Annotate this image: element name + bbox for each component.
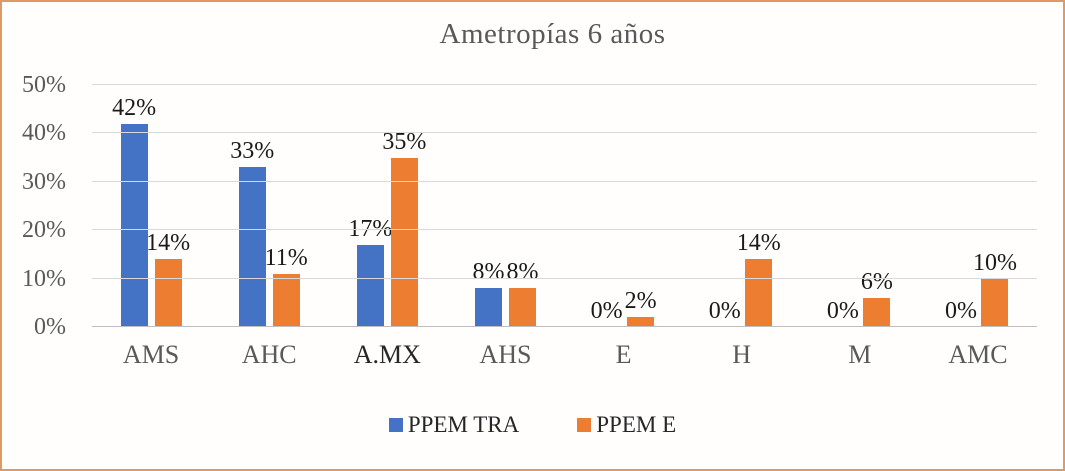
- x-axis: AMS AHC A.MX AHS E H M AMC: [92, 340, 1037, 370]
- x-tick-label-ahc: AHC: [241, 340, 297, 369]
- bar-groups-row: 42% 14% 33% 11% 17% 35% 8% 8% 0% 2% 0% 14% 0% 6% 0% 10%: [92, 85, 1037, 327]
- y-tick-label-40%: 40%: [22, 120, 66, 147]
- x-tick-label-h: H: [732, 340, 752, 369]
- data-label: 8%: [472, 259, 505, 286]
- bar-col-ppem-tra-ahc: 33%: [230, 138, 274, 327]
- gridline-50%: [92, 84, 1037, 85]
- gridline-40%: [92, 132, 1037, 134]
- y-tick-label-30%: 30%: [22, 168, 66, 195]
- data-label: 33%: [230, 138, 275, 165]
- legend: PPEM TRA PPEM E: [2, 412, 1063, 438]
- bar-group-e: 0% 2%: [565, 85, 683, 327]
- x-tick-label-ams: AMS: [122, 340, 180, 369]
- bar-group-amc: 0% 10%: [919, 85, 1037, 327]
- data-label: 11%: [264, 244, 308, 271]
- bar-group-a.mx: 17% 35%: [328, 85, 446, 327]
- bar-group-ahc: 33% 11%: [210, 85, 328, 327]
- bar-col-ppem-e-ahc: 11%: [265, 245, 308, 327]
- bar-ppem-e-ams: [154, 259, 182, 327]
- bar-col-ppem-e-ahs: 8%: [506, 259, 539, 327]
- bar-group-ams: 42% 14%: [92, 85, 210, 327]
- data-label: 6%: [860, 268, 893, 295]
- bar-col-ppem-e-amc: 10%: [973, 250, 1017, 327]
- bar-ppem-tra-ahc: [238, 167, 266, 327]
- bar-group-h: 0% 14%: [683, 85, 801, 327]
- legend-swatch-icon: [388, 418, 403, 432]
- bar-ppem-e-ahc: [272, 273, 300, 327]
- bar-col-ppem-tra-m: 0%: [826, 298, 859, 327]
- data-label: 0%: [944, 298, 977, 324]
- bar-ppem-tra-a.mx: [356, 244, 384, 327]
- y-tick-label-0%: 0%: [34, 314, 66, 340]
- legend-swatch-icon: [577, 418, 592, 432]
- bar-col-ppem-tra-amc: 0%: [944, 298, 977, 327]
- bar-ppem-e-m: [863, 297, 891, 327]
- bar-ppem-e-amc: [981, 278, 1009, 327]
- bar-col-ppem-tra-h: 0%: [708, 298, 741, 327]
- bar-col-ppem-tra-e: 0%: [590, 298, 623, 327]
- bar-col-ppem-tra-a.mx: 17%: [348, 216, 392, 327]
- data-label: 14%: [736, 230, 781, 257]
- bar-group-ahs: 8% 8%: [446, 85, 564, 327]
- legend-item-ppem-e: PPEM E: [577, 412, 676, 438]
- gridline-20%: [92, 229, 1037, 231]
- data-label: 2%: [624, 288, 657, 315]
- legend-label: PPEM E: [596, 412, 677, 437]
- data-label: 17%: [348, 215, 393, 242]
- x-tick-label-ahs: AHS: [479, 340, 532, 369]
- data-label: 42%: [112, 94, 157, 121]
- y-tick-label-20%: 20%: [22, 217, 66, 244]
- data-label: 0%: [826, 298, 859, 324]
- bar-col-ppem-tra-ahs: 8%: [472, 259, 505, 327]
- data-label: 8%: [506, 259, 539, 286]
- gridline-30%: [92, 180, 1037, 182]
- data-label: 0%: [708, 298, 741, 324]
- x-tick-label-m: M: [848, 340, 872, 369]
- bar-col-ppem-e-ams: 14%: [146, 230, 190, 327]
- y-axis: 0% 10% 20% 30% 40% 50%: [2, 72, 76, 340]
- data-label: 0%: [590, 298, 623, 324]
- legend-label: PPEM TRA: [407, 412, 520, 437]
- bar-ppem-tra-ahs: [474, 288, 502, 327]
- data-label: 14%: [146, 230, 191, 257]
- bar-group-m: 0% 6%: [801, 85, 919, 327]
- bar-ppem-e-a.mx: [390, 157, 418, 327]
- bar-ppem-tra-ams: [120, 123, 148, 327]
- y-tick-label-10%: 10%: [22, 265, 66, 292]
- x-axis-line: [92, 326, 1037, 327]
- bar-ppem-e-h: [745, 259, 773, 327]
- bar-ppem-e-ahs: [508, 288, 536, 327]
- bar-col-ppem-tra-ams: 42%: [112, 95, 156, 327]
- gridline-10%: [92, 277, 1037, 279]
- x-tick-label-a.mx: A.MX: [353, 340, 421, 369]
- bar-col-ppem-e-m: 6%: [860, 268, 893, 327]
- x-tick-label-amc: AMC: [948, 340, 1008, 369]
- plot-area: 42% 14% 33% 11% 17% 35% 8% 8% 0% 2% 0% 14% 0% 6% 0% 10%: [92, 84, 1037, 327]
- chart-title: Ametropías 6 años: [439, 18, 666, 50]
- x-tick-label-e: E: [615, 340, 632, 369]
- legend-item-ppem-tra: PPEM TRA: [388, 412, 520, 438]
- bar-ppem-e-e: [627, 317, 655, 327]
- data-label: 10%: [972, 249, 1017, 276]
- bar-col-ppem-e-e: 2%: [624, 288, 657, 327]
- bar-col-ppem-e-h: 14%: [737, 230, 781, 327]
- y-tick-label-50%: 50%: [22, 72, 66, 98]
- bar-col-ppem-e-a.mx: 35%: [382, 129, 426, 327]
